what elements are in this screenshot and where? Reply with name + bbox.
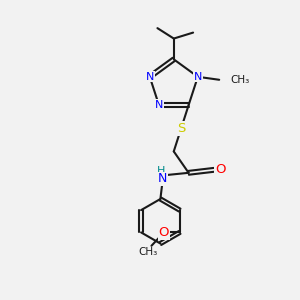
Text: O: O: [159, 226, 169, 239]
Text: O: O: [215, 163, 226, 176]
Text: N: N: [146, 72, 154, 82]
Text: N: N: [155, 100, 163, 110]
Text: CH₃: CH₃: [139, 247, 158, 257]
Text: N: N: [194, 72, 202, 82]
Text: S: S: [177, 122, 185, 135]
Text: H: H: [157, 166, 166, 176]
Text: N: N: [158, 172, 167, 185]
Text: CH₃: CH₃: [230, 75, 250, 85]
